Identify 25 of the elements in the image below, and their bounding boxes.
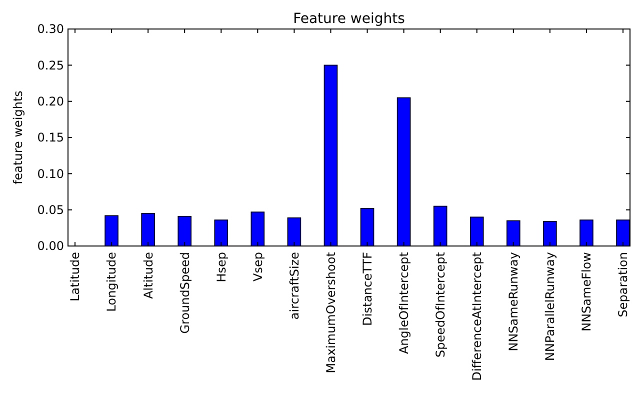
x-tick-label: DifferenceAtIntercept: [470, 252, 484, 381]
x-tick-label: Longitude: [104, 252, 119, 312]
chart-title: Feature weights: [293, 11, 405, 27]
y-tick-label: 0.05: [37, 203, 64, 218]
x-tick-label: Separation: [616, 252, 630, 318]
x-tick-label: AngleOfIntercept: [397, 252, 411, 354]
x-tick-label: SpeedOfIntercept: [434, 252, 448, 358]
x-tick-label: DistanceTTF: [360, 252, 374, 326]
y-tick-label: 0.00: [37, 239, 64, 254]
x-tick-label: NNSameFlow: [580, 252, 594, 332]
x-tick-label: aircraftSize: [287, 252, 302, 320]
x-tick-label: Hsep: [214, 252, 228, 282]
y-tick-label: 0.20: [37, 94, 64, 109]
x-tick-label: Vsep: [250, 252, 265, 282]
x-tick-label: GroundSpeed: [178, 252, 192, 334]
x-tick-label: Latitude: [68, 252, 82, 302]
y-tick-label: 0.10: [37, 166, 64, 181]
x-tick-label: NNParallelRunway: [543, 252, 558, 361]
y-tick-label: 0.30: [37, 22, 64, 36]
y-tick-label: 0.15: [37, 130, 64, 145]
y-tick-label: 0.25: [37, 58, 64, 72]
y-axis-title: feature weights: [11, 90, 25, 184]
x-tick-label: Altitude: [141, 252, 156, 299]
x-tick-label: MaximumOvershoot: [324, 252, 338, 374]
x-tick-label: NNSameRunway: [506, 252, 521, 352]
